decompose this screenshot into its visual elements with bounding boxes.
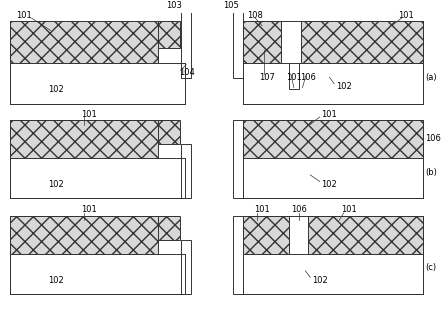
Text: 103: 103 [166, 1, 182, 10]
Bar [182, 4, 191, 78]
Bar [182, 240, 191, 293]
Bar [182, 144, 191, 198]
Bar [158, 21, 181, 48]
Bar [233, 216, 243, 293]
Bar [233, 4, 243, 78]
Bar [158, 120, 181, 144]
Text: 102: 102 [321, 180, 337, 189]
Bar [233, 120, 243, 198]
Text: 101: 101 [16, 11, 32, 20]
Bar [243, 63, 423, 104]
Text: 102: 102 [312, 276, 328, 285]
Text: (b): (b) [425, 168, 437, 177]
Text: 108: 108 [247, 11, 263, 20]
Text: (a): (a) [425, 73, 437, 82]
Text: 101: 101 [286, 73, 302, 82]
Text: 102: 102 [48, 276, 64, 285]
Bar [243, 21, 281, 63]
Text: 101: 101 [321, 109, 337, 118]
Bar [243, 254, 423, 293]
Bar [308, 216, 423, 254]
Bar [11, 120, 158, 158]
Bar [243, 158, 423, 198]
Text: 105: 105 [223, 1, 239, 10]
Text: 101: 101 [81, 205, 97, 214]
Bar [11, 254, 185, 293]
Text: 102: 102 [48, 180, 64, 189]
Text: 106: 106 [300, 73, 316, 82]
Text: 101: 101 [398, 11, 414, 20]
Text: 101: 101 [254, 205, 270, 214]
Bar [11, 63, 185, 104]
Bar [11, 216, 158, 254]
Text: 104: 104 [179, 68, 195, 77]
Bar [11, 158, 185, 198]
Text: 102: 102 [48, 85, 64, 94]
Bar [289, 63, 299, 89]
Text: 102: 102 [336, 82, 352, 91]
Bar [243, 120, 423, 158]
Bar [243, 216, 289, 254]
Text: 107: 107 [259, 73, 275, 82]
Bar [11, 21, 158, 63]
Text: (c): (c) [425, 264, 437, 273]
Bar [300, 21, 423, 63]
Text: 106: 106 [425, 134, 441, 143]
Text: 106: 106 [291, 205, 307, 214]
Bar [158, 216, 181, 240]
Text: 101: 101 [81, 109, 97, 118]
Text: 101: 101 [341, 205, 356, 214]
